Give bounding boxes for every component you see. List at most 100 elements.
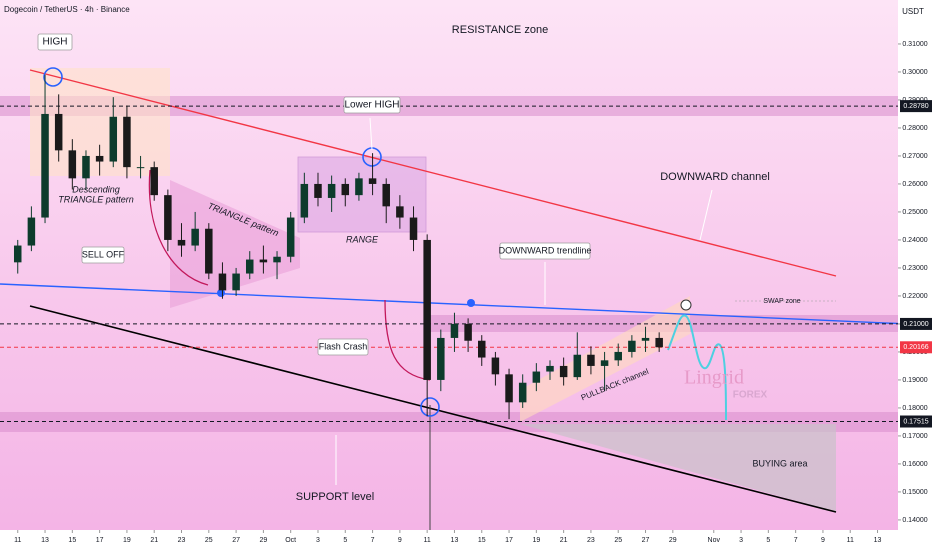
y-tick-label: 0.19000 xyxy=(902,377,927,384)
y-tick-label: 0.18000 xyxy=(902,405,927,412)
candle-body xyxy=(382,183,390,207)
annotation: TRIANGLE pattern xyxy=(58,194,134,204)
candle-body xyxy=(286,217,295,257)
candle-body xyxy=(150,167,158,196)
resistance-trendline xyxy=(29,69,837,277)
x-tick-label: 11 xyxy=(14,537,21,544)
candle-body xyxy=(68,150,77,179)
level-label-box xyxy=(900,317,932,330)
x-tick-label: 27 xyxy=(232,537,240,544)
candle-body xyxy=(327,183,336,198)
x-tick-label: 17 xyxy=(96,537,104,544)
buying-area xyxy=(520,424,836,512)
support-trendline xyxy=(29,305,837,513)
candle-body xyxy=(423,239,431,380)
level-label: 0.20166 xyxy=(903,344,928,351)
y-tick-label: 0.14000 xyxy=(902,517,927,524)
annotation: RESISTANCE zone xyxy=(452,24,548,36)
callout-box xyxy=(343,96,401,114)
highlight-circle xyxy=(43,67,63,87)
candle-body xyxy=(300,183,309,218)
candle-body xyxy=(205,228,213,274)
symbol-title: Dogecoin / TetherUS · 4h · Binance xyxy=(4,5,130,14)
eye-icon xyxy=(680,299,692,311)
candle-body xyxy=(245,259,254,274)
x-tick-label: 11 xyxy=(847,537,854,544)
x-tick-label: 5 xyxy=(766,537,770,544)
candle-body xyxy=(232,273,240,291)
x-tick-label: 19 xyxy=(123,537,131,544)
y-tick-label: 0.28000 xyxy=(902,125,927,132)
y-tick-label: 0.24000 xyxy=(902,237,927,244)
candle-body xyxy=(532,371,541,383)
x-tick-label: 15 xyxy=(478,537,486,544)
candle-body xyxy=(505,374,513,403)
x-tick-label: 23 xyxy=(178,537,186,544)
projection-path xyxy=(667,314,727,421)
time-axis xyxy=(0,530,898,550)
level-label-box xyxy=(900,100,932,113)
candle-body xyxy=(41,113,49,218)
candle-body xyxy=(450,323,459,338)
candle-body xyxy=(464,323,472,341)
currency: USDT xyxy=(902,7,924,16)
candle-body xyxy=(13,245,22,263)
channel-pointer xyxy=(699,189,713,241)
x-tick-label: 19 xyxy=(532,537,540,544)
x-tick-label: 29 xyxy=(669,537,677,544)
y-tick-label: 0.17000 xyxy=(902,433,927,440)
annotation: Lower HIGH xyxy=(344,100,399,111)
x-tick-label: 9 xyxy=(821,537,825,544)
candle-body xyxy=(273,256,281,263)
x-tick-label: 11 xyxy=(424,537,431,544)
x-tick-label: 5 xyxy=(343,537,347,544)
annotation: Flash Crash xyxy=(319,341,368,351)
triangle-area xyxy=(170,180,300,308)
y-tick-label: 0.16000 xyxy=(902,461,927,468)
candle-body xyxy=(109,116,118,162)
candle-body xyxy=(600,360,609,366)
annotation: DOWNWARD channel xyxy=(660,171,770,183)
flash-crash-arrow xyxy=(384,299,431,381)
lower-high-pointer xyxy=(369,117,373,151)
y-tick-label: 0.23000 xyxy=(902,265,927,272)
candles xyxy=(0,74,898,423)
annotation: RANGE xyxy=(346,234,379,244)
highlight-circle xyxy=(420,397,440,417)
level-label: 0.21000 xyxy=(903,321,928,328)
candle-body xyxy=(587,354,595,366)
candle-body xyxy=(518,382,527,403)
candle-body xyxy=(409,217,418,240)
y-tick-label: 0.26000 xyxy=(902,181,927,188)
candle-body xyxy=(27,217,36,246)
level-label: 0.17515 xyxy=(903,418,928,425)
x-tick-label: Nov xyxy=(708,537,721,544)
y-tick-label: 0.31000 xyxy=(902,41,927,48)
level-label-box xyxy=(900,415,932,428)
candle-body xyxy=(396,206,404,218)
annotation: HIGH xyxy=(43,37,68,48)
candle-body xyxy=(177,239,186,246)
candle-body xyxy=(628,340,636,352)
x-tick-label: 25 xyxy=(205,537,213,544)
y-tick-label: 0.30000 xyxy=(902,69,927,76)
x-tick-label: 13 xyxy=(451,537,459,544)
candle-body xyxy=(341,183,350,196)
x-tick-label: 29 xyxy=(259,537,267,544)
x-tick-label: 27 xyxy=(642,537,650,544)
level-label-box xyxy=(900,341,932,354)
y-tick-label: 0.22000 xyxy=(902,293,927,300)
annotation: SELL OFF xyxy=(82,249,125,259)
candle-body xyxy=(191,228,199,246)
x-tick-label: 21 xyxy=(560,537,568,544)
candle-body xyxy=(559,365,568,378)
candle-body xyxy=(368,178,377,184)
candle-body xyxy=(314,183,322,198)
x-tick-label: 7 xyxy=(794,537,798,544)
callout-box xyxy=(81,246,125,264)
sell-off-arrow xyxy=(148,169,209,286)
x-tick-label: 7 xyxy=(371,537,375,544)
x-tick-label: 17 xyxy=(505,537,513,544)
